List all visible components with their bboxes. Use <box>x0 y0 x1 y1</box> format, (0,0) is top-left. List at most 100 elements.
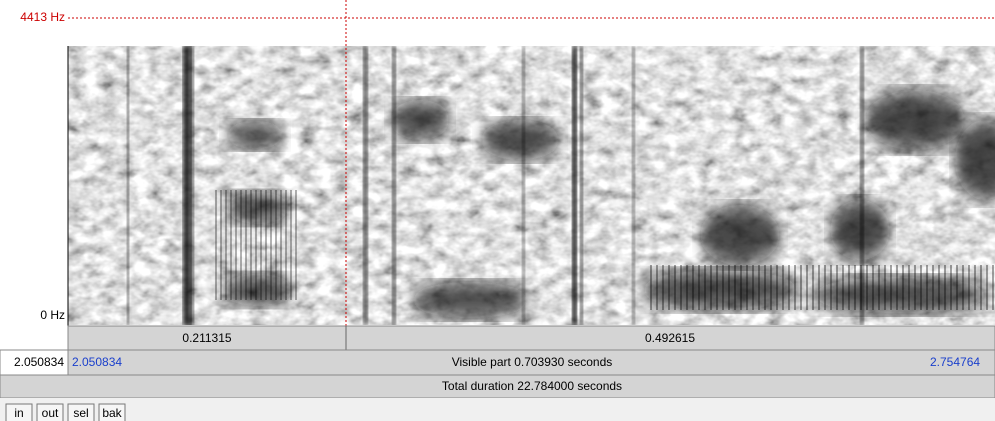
energy-blob <box>480 120 560 160</box>
pitch-striation <box>668 265 670 310</box>
pitch-striation <box>896 265 898 310</box>
pitch-striation <box>914 265 916 310</box>
pitch-striation <box>830 265 832 310</box>
pitch-striation <box>734 265 736 310</box>
energy-blob <box>225 121 285 149</box>
left-clip: 2.050834 <box>14 355 64 369</box>
pitch-striation <box>878 265 880 310</box>
spectrogram-blank <box>68 18 995 46</box>
pitch-striation <box>728 265 730 310</box>
energy-blob <box>222 274 294 306</box>
pitch-striation <box>944 265 946 310</box>
pitch-striation <box>872 265 874 310</box>
energy-blob <box>700 205 780 265</box>
freq-min-label: 0 Hz <box>40 308 65 322</box>
segment-right[interactable]: 0.492615 <box>645 331 695 345</box>
pitch-striation <box>240 190 242 300</box>
end-clip: 2.754764 <box>930 355 980 369</box>
pitch-striation <box>295 190 297 300</box>
pitch-striation <box>265 190 267 300</box>
pitch-striation <box>902 265 904 310</box>
pitch-striation <box>280 190 282 300</box>
energy-stripe <box>127 46 129 325</box>
button-bar <box>0 398 995 421</box>
pitch-striation <box>848 265 850 310</box>
zoom-button-label[interactable]: in <box>14 406 23 420</box>
pitch-striation <box>974 265 976 310</box>
pitch-striation <box>884 265 886 310</box>
zoom-button-label[interactable]: sel <box>73 406 88 420</box>
energy-stripe <box>183 46 191 325</box>
pitch-striation <box>650 265 652 310</box>
pitch-striation <box>698 265 700 310</box>
pitch-striation <box>776 265 778 310</box>
visible-label: Visible part 0.703930 seconds <box>452 355 613 369</box>
pitch-striation <box>980 265 982 310</box>
pitch-striation <box>926 265 928 310</box>
praat-editor: 4413 Hz 0 Hz 0.211315 0.492615 2.050834 … <box>0 0 995 421</box>
pitch-striation <box>782 265 784 310</box>
pitch-striation <box>740 265 742 310</box>
pitch-striation <box>842 265 844 310</box>
pitch-striation <box>686 265 688 310</box>
pitch-striation <box>992 265 994 310</box>
pitch-striation <box>746 265 748 310</box>
pitch-striation <box>788 265 790 310</box>
zoom-button-label[interactable]: bak <box>102 406 122 420</box>
pitch-striation <box>812 265 814 310</box>
pitch-striation <box>938 265 940 310</box>
pitch-striation <box>806 265 808 310</box>
pitch-striation <box>662 265 664 310</box>
pitch-striation <box>656 265 658 310</box>
pitch-striation <box>800 265 802 310</box>
pitch-striation <box>860 265 862 310</box>
pitch-striation <box>968 265 970 310</box>
pitch-striation <box>255 190 257 300</box>
pitch-striation <box>836 265 838 310</box>
energy-stripe <box>363 46 368 325</box>
pitch-striation <box>716 265 718 310</box>
pitch-striation <box>752 265 754 310</box>
energy-stripe <box>580 46 583 325</box>
left-before-time: 2.050834 <box>14 355 64 369</box>
pitch-striation <box>854 265 856 310</box>
pitch-striation <box>908 265 910 310</box>
pitch-striation <box>220 190 222 300</box>
segment-left[interactable]: 0.211315 <box>182 331 231 345</box>
pitch-striation <box>986 265 988 310</box>
freq-max-label: 4413 Hz <box>20 10 65 24</box>
pitch-striation <box>225 190 227 300</box>
energy-blob <box>865 90 965 150</box>
pitch-striation <box>680 265 682 310</box>
pitch-striation <box>866 265 868 310</box>
visible-start: 2.050834 <box>72 355 122 369</box>
pitch-striation <box>260 190 262 300</box>
pitch-striation <box>824 265 826 310</box>
total-label: Total duration 22.784000 seconds <box>442 379 622 393</box>
pitch-striation <box>770 265 772 310</box>
pitch-striation <box>818 265 820 310</box>
pitch-striation <box>285 190 287 300</box>
zoom-button-label[interactable]: out <box>42 406 59 420</box>
pitch-striation <box>290 190 292 300</box>
energy-blob <box>390 100 450 140</box>
energy-stripe <box>190 46 194 325</box>
pitch-striation <box>956 265 958 310</box>
pitch-striation <box>950 265 952 310</box>
pitch-striation <box>764 265 766 310</box>
pitch-striation <box>250 190 252 300</box>
energy-stripe <box>572 46 577 325</box>
pitch-striation <box>230 190 232 300</box>
pitch-striation <box>245 190 247 300</box>
pitch-striation <box>962 265 964 310</box>
visible-end: 2.754764 <box>930 355 980 369</box>
pitch-striation <box>704 265 706 310</box>
pitch-striation <box>722 265 724 310</box>
pitch-striation <box>794 265 796 310</box>
pitch-striation <box>674 265 676 310</box>
energy-stripe <box>632 46 635 325</box>
pitch-striation <box>920 265 922 310</box>
pitch-striation <box>890 265 892 310</box>
energy-stripe <box>522 46 525 325</box>
pitch-striation <box>270 190 272 300</box>
